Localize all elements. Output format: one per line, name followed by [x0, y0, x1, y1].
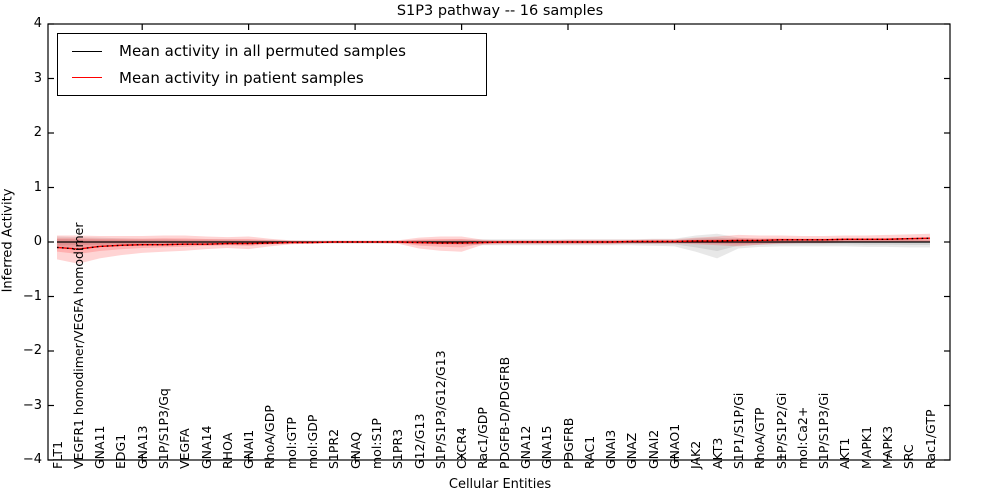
permuted-band [57, 233, 930, 259]
legend-entry-permuted: Mean activity in all permuted samples [72, 42, 486, 60]
y-tick-label: 0 [33, 234, 42, 249]
x-axis-label: Cellular Entities [448, 477, 552, 492]
legend-patient-line-icon [72, 77, 102, 79]
y-tick-label: 1 [33, 180, 42, 195]
y-tick-label: −4 [22, 452, 42, 467]
legend: Mean activity in all permuted samples Me… [57, 33, 487, 96]
y-tick-label: 4 [33, 16, 42, 31]
legend-patient-label: Mean activity in patient samples [119, 68, 364, 87]
y-tick-label: 3 [33, 71, 42, 86]
y-tick-label: 2 [33, 125, 42, 140]
legend-permuted-label: Mean activity in all permuted samples [119, 42, 406, 61]
y-tick-label: −2 [22, 343, 42, 358]
y-tick-label: −3 [22, 398, 42, 413]
legend-entry-patient: Mean activity in patient samples [72, 69, 486, 87]
patient-band [57, 233, 930, 264]
dotted-overlay-line [56, 237, 931, 250]
chart-title: S1P3 pathway -- 16 samples [396, 3, 604, 19]
legend-permuted-line-icon [72, 50, 102, 52]
y-tick-label: −1 [22, 289, 42, 304]
